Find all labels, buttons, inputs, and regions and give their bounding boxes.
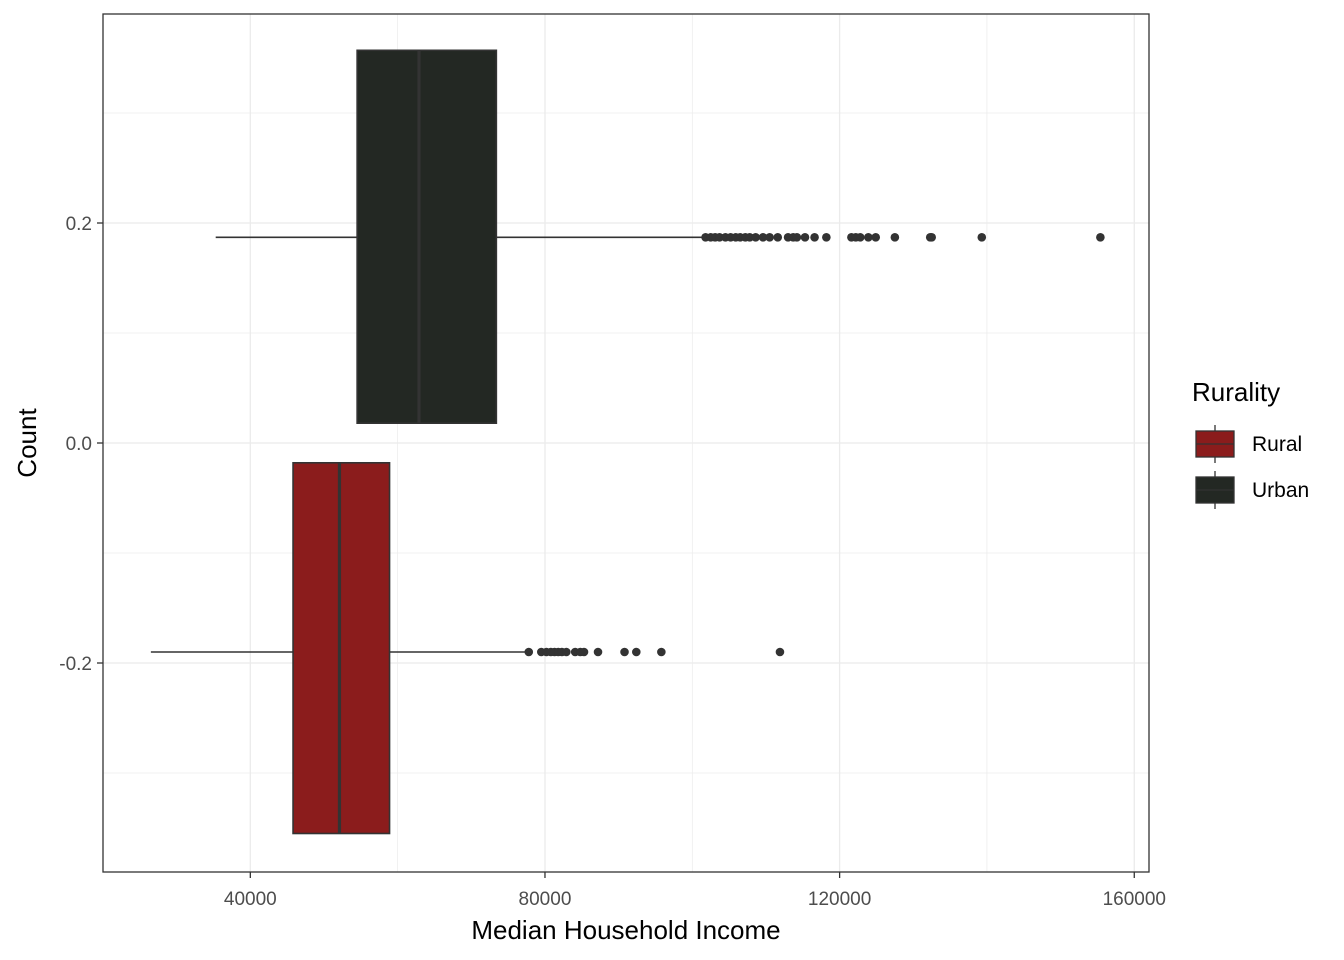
x-axis: 40000 80000 120000 160000 (224, 872, 1166, 910)
legend-label: Urban (1252, 479, 1309, 502)
legend: Rurality Rural Urban (1192, 377, 1309, 509)
outlier-point (765, 233, 774, 242)
y-axis-title: Count (12, 408, 42, 478)
outlier-point (593, 647, 603, 657)
outlier-point (864, 233, 873, 242)
outlier-point (871, 233, 881, 242)
x-tick-label: 40000 (224, 889, 277, 910)
boxplots (150, 49, 1105, 835)
box (356, 49, 498, 424)
outlier-point (890, 233, 900, 242)
outlier-point (758, 233, 768, 242)
outlier-point (855, 233, 865, 242)
y-axis: -0.2 0.0 0.2 (59, 214, 103, 675)
legend-item-urban: Urban (1195, 471, 1309, 509)
outlier-point (775, 647, 785, 657)
outlier-point (810, 233, 819, 242)
outlier-point (800, 233, 810, 242)
legend-title: Rurality (1192, 377, 1280, 407)
x-tick-label: 80000 (519, 889, 572, 910)
outlier-point (745, 233, 755, 242)
outlier-point (632, 647, 641, 657)
boxplot-urban (215, 49, 1105, 424)
outlier-point (927, 233, 936, 242)
y-tick-label: -0.2 (59, 654, 92, 675)
y-tick-label: 0.2 (66, 214, 92, 235)
outlier-point (562, 647, 571, 657)
outlier-point (524, 647, 534, 657)
x-axis-title: Median Household Income (471, 915, 780, 945)
outlier-point (657, 647, 666, 657)
outlier-point (715, 233, 724, 242)
outlier-point (822, 233, 831, 242)
x-tick-label: 160000 (1103, 889, 1166, 910)
legend-label: Rural (1252, 433, 1302, 456)
outlier-point (977, 233, 987, 242)
box (292, 461, 391, 835)
outlier-point (792, 233, 802, 242)
outlier-point (1096, 233, 1105, 242)
outlier-point (620, 647, 629, 657)
boxplot-rural (150, 461, 785, 835)
outlier-point (579, 647, 589, 657)
y-tick-label: 0.0 (66, 434, 92, 455)
legend-item-rural: Rural (1195, 425, 1302, 463)
outlier-point (773, 233, 783, 242)
x-tick-label: 120000 (808, 889, 871, 910)
outlier-point (751, 233, 760, 242)
